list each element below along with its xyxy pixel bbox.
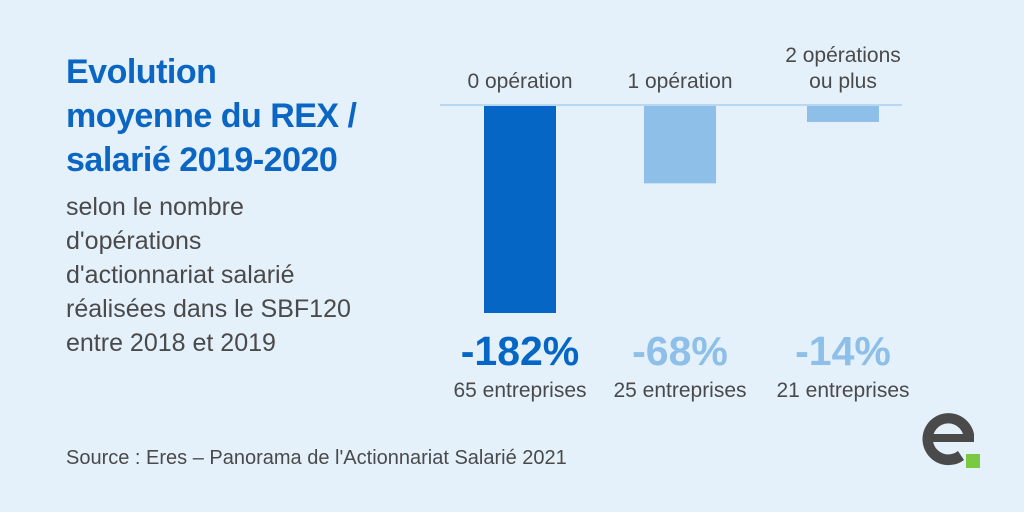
count-label: 25 entreprises bbox=[613, 379, 746, 402]
category-label: 2 opérations bbox=[785, 44, 901, 67]
category-label: 1 opération bbox=[627, 70, 732, 93]
title-line-3: salarié 2019-2020 bbox=[66, 141, 338, 179]
chart-title: Evolution moyenne du REX / salarié 2019-… bbox=[66, 50, 386, 182]
category-label: ou plus bbox=[809, 70, 877, 93]
subtitle-line-3: d'actionnariat salarié bbox=[66, 261, 295, 289]
count-label: 21 entreprises bbox=[776, 379, 909, 402]
logo-accent-square bbox=[966, 454, 980, 468]
subtitle-line-4: réalisées dans le SBF120 bbox=[66, 295, 351, 323]
chart-subtitle: selon le nombre d'opérations d'actionnar… bbox=[66, 190, 396, 360]
bar bbox=[644, 106, 716, 184]
title-line-2: moyenne du REX / bbox=[66, 97, 357, 135]
eres-logo-icon bbox=[922, 413, 980, 468]
bar bbox=[807, 106, 879, 122]
subtitle-line-1: selon le nombre bbox=[66, 193, 244, 221]
title-line-1: Evolution bbox=[66, 53, 217, 91]
count-label: 65 entreprises bbox=[453, 379, 586, 402]
source-note: Source : Eres – Panorama de l'Actionnari… bbox=[66, 447, 567, 469]
value-label: -182% bbox=[461, 328, 580, 374]
bar bbox=[484, 106, 556, 313]
category-label: 0 opération bbox=[467, 70, 572, 93]
logo-e-shape bbox=[922, 413, 974, 466]
value-label: -68% bbox=[632, 328, 728, 374]
subtitle-line-5: entre 2018 et 2019 bbox=[66, 329, 276, 357]
subtitle-line-2: d'opérations bbox=[66, 227, 202, 255]
value-label: -14% bbox=[795, 328, 891, 374]
